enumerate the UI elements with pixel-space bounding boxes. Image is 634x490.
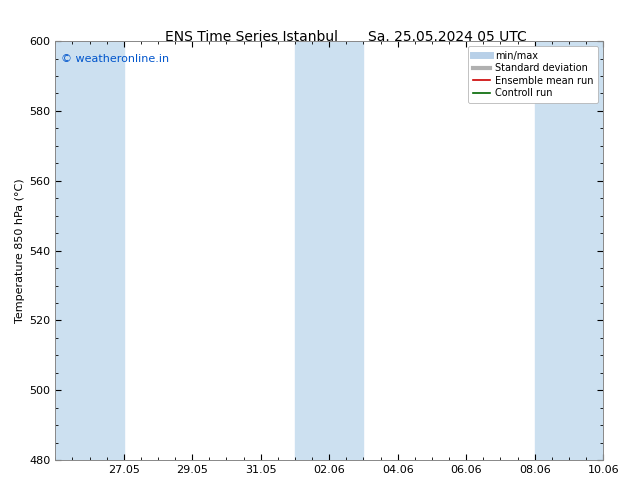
Text: Sa. 25.05.2024 05 UTC: Sa. 25.05.2024 05 UTC <box>368 30 527 44</box>
Bar <box>295 41 363 460</box>
Bar <box>55 41 124 460</box>
Y-axis label: Temperature 850 hPa (°C): Temperature 850 hPa (°C) <box>15 178 25 323</box>
Bar <box>534 41 603 460</box>
Text: ENS Time Series Istanbul: ENS Time Series Istanbul <box>165 30 338 44</box>
Legend: min/max, Standard deviation, Ensemble mean run, Controll run: min/max, Standard deviation, Ensemble me… <box>468 46 598 103</box>
Text: © weatheronline.in: © weatheronline.in <box>61 53 169 64</box>
